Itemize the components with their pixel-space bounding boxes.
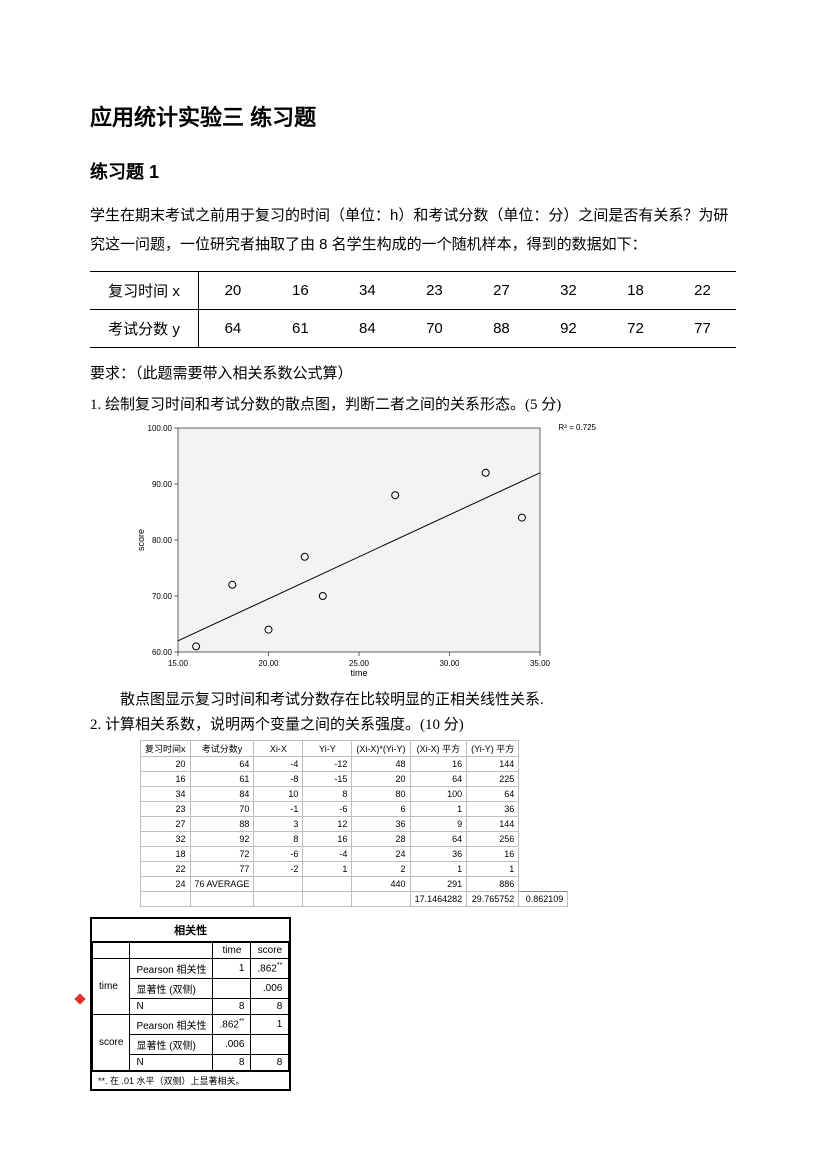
scatter-plot: 15.00 20.00 25.00 30.00 35.00 60.00 70.00 80.00… (130, 420, 736, 680)
svg-text:20.00: 20.00 (258, 659, 279, 668)
svg-text:score: score (136, 529, 146, 551)
data-table: 复习时间 x 20 16 34 23 27 32 18 22 考试分数 y 64… (90, 271, 736, 348)
svg-text:15.00: 15.00 (168, 659, 189, 668)
page-title: 应用统计实验三 练习题 (90, 100, 736, 132)
svg-text:30.00: 30.00 (439, 659, 460, 668)
table-row: 考试分数 y 64 61 84 70 88 92 72 77 (90, 310, 736, 348)
correlation-footnote: **. 在 .01 水平（双侧）上显著相关。 (92, 1071, 289, 1089)
correlation-title: 相关性 (92, 919, 289, 942)
svg-text:70.00: 70.00 (152, 592, 173, 601)
svg-text:time: time (350, 668, 367, 678)
svg-text:R² = 0.725: R² = 0.725 (558, 423, 596, 432)
marker-diamond-icon (74, 993, 85, 1004)
intro-paragraph: 学生在期末考试之前用于复习的时间（单位：h）和考试分数（单位：分）之间是否有关系… (90, 202, 736, 259)
section-heading: 练习题 1 (90, 158, 736, 184)
svg-text:25.00: 25.00 (349, 659, 370, 668)
correlation-box: 相关性 timescoretimePearson 相关性1.862**显著性 (… (90, 917, 291, 1091)
row-label: 复习时间 x (90, 272, 199, 310)
row-label: 考试分数 y (90, 310, 199, 348)
svg-text:60.00: 60.00 (152, 648, 173, 657)
svg-text:90.00: 90.00 (152, 480, 173, 489)
correlation-box-wrap: 相关性 timescoretimePearson 相关性1.862**显著性 (… (90, 917, 736, 1091)
conclusion-1: 散点图显示复习时间和考试分数存在比较明显的正相关线性关系. (120, 688, 736, 709)
calculation-table-wrap: 复习时间x考试分数yXi-XYi-Y(Xi-X)*(Yi-Y)(Xi-X) 平方… (140, 740, 736, 907)
document-page: 应用统计实验三 练习题 练习题 1 学生在期末考试之前用于复习的时间（单位：h）… (0, 0, 826, 1169)
requirement-text: 要求：（此题需要带入相关系数公式算） (90, 362, 736, 383)
calculation-table: 复习时间x考试分数yXi-XYi-Y(Xi-X)*(Yi-Y)(Xi-X) 平方… (140, 740, 568, 907)
question-2: 2. 计算相关系数，说明两个变量之间的关系强度。(10 分) (90, 713, 736, 734)
scatter-svg: 15.00 20.00 25.00 30.00 35.00 60.00 70.00 80.00… (130, 420, 600, 680)
table-row: 复习时间 x 20 16 34 23 27 32 18 22 (90, 272, 736, 310)
svg-text:35.00: 35.00 (530, 659, 551, 668)
question-1: 1. 绘制复习时间和考试分数的散点图，判断二者之间的关系形态。(5 分) (90, 393, 736, 414)
correlation-table: timescoretimePearson 相关性1.862**显著性 (双侧).… (92, 942, 289, 1071)
svg-text:80.00: 80.00 (152, 536, 173, 545)
svg-text:100.00: 100.00 (148, 424, 173, 433)
